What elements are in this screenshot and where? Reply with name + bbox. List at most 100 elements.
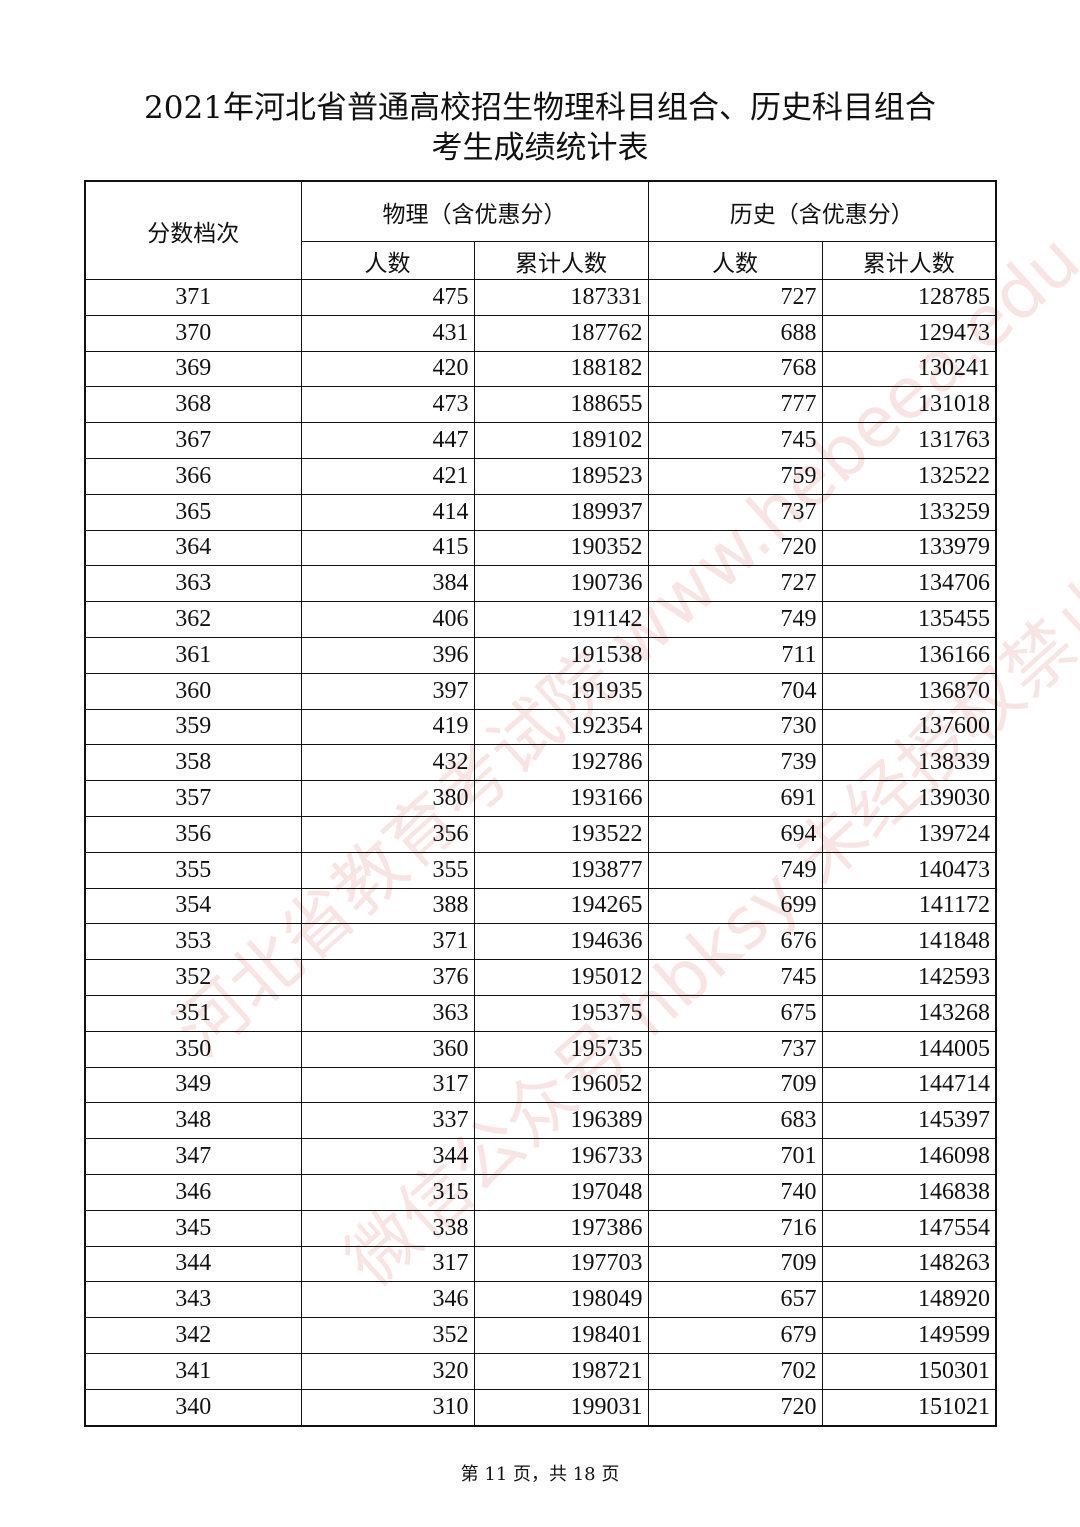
cell-score: 368 xyxy=(84,386,302,424)
cell-history-cumulative: 145397 xyxy=(821,1102,997,1140)
table-row: 359 419 192354 730 137600 xyxy=(84,708,997,746)
cell-history-cumulative: 139724 xyxy=(821,815,997,853)
cell-history-count: 777 xyxy=(647,386,823,424)
cell-history-cumulative: 148920 xyxy=(821,1281,997,1319)
cell-history-count: 720 xyxy=(647,529,823,567)
cell-history-count: 679 xyxy=(647,1317,823,1354)
cell-history-count: 720 xyxy=(647,1388,823,1427)
cell-history-count: 709 xyxy=(647,1066,823,1104)
cell-history-cumulative: 138339 xyxy=(821,744,997,782)
cell-physics-count: 432 xyxy=(300,744,475,782)
cell-physics-count: 397 xyxy=(300,672,475,710)
cell-physics-cumulative: 192354 xyxy=(473,708,649,746)
cell-physics-cumulative: 195012 xyxy=(473,959,649,996)
cell-physics-cumulative: 198721 xyxy=(473,1352,649,1390)
cell-history-cumulative: 134706 xyxy=(821,565,997,603)
cell-physics-count: 380 xyxy=(300,780,475,817)
cell-history-cumulative: 130241 xyxy=(821,350,997,388)
table-row: 351 363 195375 675 143268 xyxy=(84,994,997,1032)
cell-physics-cumulative: 195375 xyxy=(473,994,649,1032)
cell-history-cumulative: 133259 xyxy=(821,493,997,531)
cell-history-cumulative: 128785 xyxy=(821,279,997,316)
cell-physics-cumulative: 187331 xyxy=(473,279,649,316)
cell-score: 365 xyxy=(84,493,302,531)
cell-history-count: 737 xyxy=(647,493,823,531)
page-subtitle: 考生成绩统计表 xyxy=(431,130,649,166)
cell-physics-count: 320 xyxy=(300,1352,475,1390)
cell-physics-cumulative: 189523 xyxy=(473,457,649,495)
cell-history-count: 745 xyxy=(647,959,823,996)
cell-physics-cumulative: 194265 xyxy=(473,887,649,925)
cell-score: 353 xyxy=(84,923,302,961)
table-row: 352 376 195012 745 142593 xyxy=(84,959,997,996)
cell-score: 347 xyxy=(84,1138,302,1175)
cell-physics-cumulative: 196733 xyxy=(473,1138,649,1175)
cell-score: 370 xyxy=(84,314,302,352)
header-physics-count: 人数 xyxy=(300,241,475,280)
cell-score: 341 xyxy=(84,1352,302,1390)
table-row: 369 420 188182 768 130241 xyxy=(84,350,997,388)
cell-history-count: 737 xyxy=(647,1030,823,1068)
table-row: 349 317 196052 709 144714 xyxy=(84,1066,997,1104)
table-row: 341 320 198721 702 150301 xyxy=(84,1352,997,1390)
cell-physics-cumulative: 189937 xyxy=(473,493,649,531)
cell-physics-cumulative: 192786 xyxy=(473,744,649,782)
cell-history-cumulative: 151021 xyxy=(821,1388,997,1427)
cell-score: 366 xyxy=(84,457,302,495)
cell-history-count: 730 xyxy=(647,708,823,746)
cell-score: 350 xyxy=(84,1030,302,1068)
cell-history-cumulative: 139030 xyxy=(821,780,997,817)
table-row: 363 384 190736 727 134706 xyxy=(84,565,997,603)
cell-history-count: 699 xyxy=(647,887,823,925)
cell-physics-count: 315 xyxy=(300,1173,475,1211)
cell-physics-count: 447 xyxy=(300,422,475,459)
cell-physics-count: 388 xyxy=(300,887,475,925)
table-row: 350 360 195735 737 144005 xyxy=(84,1030,997,1068)
cell-physics-count: 355 xyxy=(300,851,475,889)
cell-history-count: 701 xyxy=(647,1138,823,1175)
cell-history-cumulative: 148263 xyxy=(821,1245,997,1283)
cell-physics-cumulative: 193877 xyxy=(473,851,649,889)
cell-history-cumulative: 131763 xyxy=(821,422,997,459)
cell-history-cumulative: 133979 xyxy=(821,529,997,567)
cell-history-cumulative: 141848 xyxy=(821,923,997,961)
cell-history-count: 759 xyxy=(647,457,823,495)
page-title: 2021年河北省普通高校招生物理科目组合、历史科目组合 xyxy=(144,90,936,126)
header-history-cumulative: 累计人数 xyxy=(821,241,997,280)
cell-physics-cumulative: 196052 xyxy=(473,1066,649,1104)
cell-physics-cumulative: 191935 xyxy=(473,672,649,710)
cell-history-cumulative: 129473 xyxy=(821,314,997,352)
header-history-count: 人数 xyxy=(647,241,823,280)
cell-history-cumulative: 141172 xyxy=(821,887,997,925)
cell-history-count: 709 xyxy=(647,1245,823,1283)
cell-history-cumulative: 131018 xyxy=(821,386,997,424)
cell-physics-count: 473 xyxy=(300,386,475,424)
cell-history-count: 739 xyxy=(647,744,823,782)
table-row: 370 431 187762 688 129473 xyxy=(84,314,997,352)
table-row: 356 356 193522 694 139724 xyxy=(84,815,997,853)
cell-physics-count: 414 xyxy=(300,493,475,531)
cell-physics-cumulative: 188182 xyxy=(473,350,649,388)
cell-history-cumulative: 146838 xyxy=(821,1173,997,1211)
cell-score: 349 xyxy=(84,1066,302,1104)
header-score: 分数档次 xyxy=(84,180,302,280)
cell-physics-cumulative: 197048 xyxy=(473,1173,649,1211)
cell-physics-count: 431 xyxy=(300,314,475,352)
cell-score: 352 xyxy=(84,959,302,996)
table-row: 354 388 194265 699 141172 xyxy=(84,887,997,925)
cell-physics-cumulative: 199031 xyxy=(473,1388,649,1427)
table-row: 344 317 197703 709 148263 xyxy=(84,1245,997,1283)
cell-score: 355 xyxy=(84,851,302,889)
cell-score: 362 xyxy=(84,601,302,638)
cell-physics-cumulative: 197386 xyxy=(473,1209,649,1247)
table-row: 357 380 193166 691 139030 xyxy=(84,780,997,817)
cell-physics-count: 363 xyxy=(300,994,475,1032)
cell-history-count: 676 xyxy=(647,923,823,961)
cell-physics-cumulative: 190352 xyxy=(473,529,649,567)
cell-history-count: 749 xyxy=(647,851,823,889)
cell-score: 360 xyxy=(84,672,302,710)
cell-history-cumulative: 146098 xyxy=(821,1138,997,1175)
cell-physics-count: 371 xyxy=(300,923,475,961)
table-row: 368 473 188655 777 131018 xyxy=(84,386,997,424)
cell-score: 351 xyxy=(84,994,302,1032)
